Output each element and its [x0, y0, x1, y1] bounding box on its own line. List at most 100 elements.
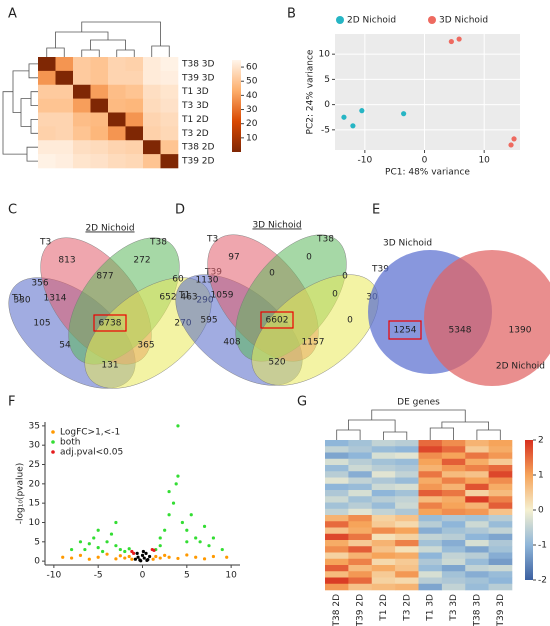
heatmap-cell — [143, 70, 161, 86]
heatmap-cell — [465, 471, 489, 478]
heatmap-cell — [418, 521, 443, 528]
venn-set-label: T38 — [149, 238, 167, 248]
heatmap-cell — [395, 440, 419, 447]
heatmap-cell — [441, 465, 466, 472]
heatmap-cell — [441, 446, 466, 453]
heatmap-cell — [488, 508, 513, 516]
point — [158, 544, 162, 548]
heatmap-cell — [325, 452, 349, 460]
point — [198, 540, 202, 544]
heatmap-cell — [488, 558, 513, 566]
y-axis-label: -log₁₀(pvalue) — [16, 463, 26, 525]
heatmap-cell — [325, 571, 349, 578]
heatmap-cell — [395, 533, 419, 541]
point — [133, 557, 138, 561]
heatmap-cell — [73, 154, 91, 169]
point — [401, 111, 407, 117]
point — [508, 142, 514, 148]
heatmap-cell — [465, 571, 489, 578]
heatmap-cell — [108, 98, 126, 113]
column-label: T3 2D — [402, 594, 412, 622]
heatmap-cell — [395, 558, 419, 566]
heatmap-cell — [371, 452, 396, 460]
point — [456, 36, 462, 42]
heatmap-cell — [395, 471, 419, 478]
heatmap-cell — [348, 571, 373, 578]
venn-region-count: 0 — [342, 272, 348, 282]
heatmap-cell — [371, 483, 396, 491]
point — [132, 551, 136, 556]
heatmap-cell — [418, 527, 443, 535]
heatmap-cell — [125, 57, 144, 72]
colorbar-tick-label: 2 — [538, 436, 544, 446]
heatmap-cell — [441, 490, 466, 497]
venn-title: 3D Nichoid — [252, 221, 301, 231]
venn-region-count: 0 — [347, 316, 353, 326]
heatmap-cell — [90, 112, 109, 127]
y-tick-label: 25 — [29, 460, 40, 470]
heatmap-cell — [160, 112, 179, 127]
heatmap-cell — [38, 84, 56, 99]
heatmap-cell — [143, 112, 161, 127]
heatmap-cell — [418, 515, 443, 522]
heatmap-cell — [418, 471, 443, 478]
x-axis-label: PC1: 48% variance — [385, 168, 470, 178]
heatmap-cell — [325, 540, 349, 547]
heatmap-cell — [325, 565, 349, 572]
point — [211, 554, 216, 559]
heatmap-cell — [395, 502, 419, 510]
heatmap-cell — [371, 502, 396, 510]
point — [114, 557, 118, 561]
point — [83, 547, 87, 552]
column-label: T39 3D — [496, 594, 506, 626]
heatmap-cell — [418, 440, 443, 447]
y-tick-label: 5 — [34, 537, 40, 547]
heatmap-cell — [38, 140, 56, 155]
heatmap-cell — [348, 496, 373, 503]
heatmap-cell — [441, 458, 466, 466]
heatmap-cell — [108, 140, 126, 155]
heatmap-cell — [325, 583, 349, 591]
heatmap-cell — [325, 465, 349, 472]
point — [151, 557, 155, 561]
heatmap-cell — [73, 70, 91, 86]
point — [92, 536, 96, 540]
venn-region-count: 105 — [33, 319, 50, 329]
heatmap-cell — [395, 477, 419, 485]
column-label: T1 3D — [426, 594, 436, 622]
x-tick-label: 10 — [225, 571, 237, 581]
heatmap-cell — [108, 70, 126, 86]
heatmap-cell — [465, 496, 489, 503]
venn-region-count: 131 — [101, 361, 118, 371]
heatmap-cell — [418, 452, 443, 460]
legend-label: both — [60, 438, 80, 448]
heatmap-cell — [418, 558, 443, 566]
point — [118, 547, 122, 552]
heatmap-cell — [488, 521, 513, 528]
row-label: T38 3D — [181, 59, 215, 69]
heatmap-cell — [488, 515, 513, 522]
heatmap-cell — [465, 515, 489, 522]
panel-letter: A — [8, 7, 17, 22]
heatmap-cell — [465, 533, 489, 541]
point — [127, 547, 131, 551]
x-tick-label: 10 — [478, 156, 490, 166]
point — [78, 553, 83, 557]
heatmap-cell — [441, 440, 466, 447]
venn-region-count: 813 — [58, 256, 75, 266]
heatmap-cell — [38, 154, 56, 169]
heatmap-cell — [465, 583, 489, 591]
venn-region-count: 463 — [180, 293, 197, 303]
heatmap-cell — [488, 440, 513, 447]
dendrogram-a-left — [2, 63, 38, 162]
heatmap-cell — [348, 540, 373, 547]
heatmap-cell — [371, 558, 396, 566]
heatmap-cell — [488, 502, 513, 510]
heatmap-cell — [488, 527, 513, 535]
point — [158, 556, 162, 560]
heatmap-cell — [325, 577, 349, 585]
legend-label: adj.pval<0.05 — [60, 448, 123, 458]
colorbar-tick-label: 1 — [538, 471, 544, 481]
venn-title: 2D Nichoid — [85, 224, 134, 234]
venn-region-count: 1314 — [44, 294, 67, 304]
